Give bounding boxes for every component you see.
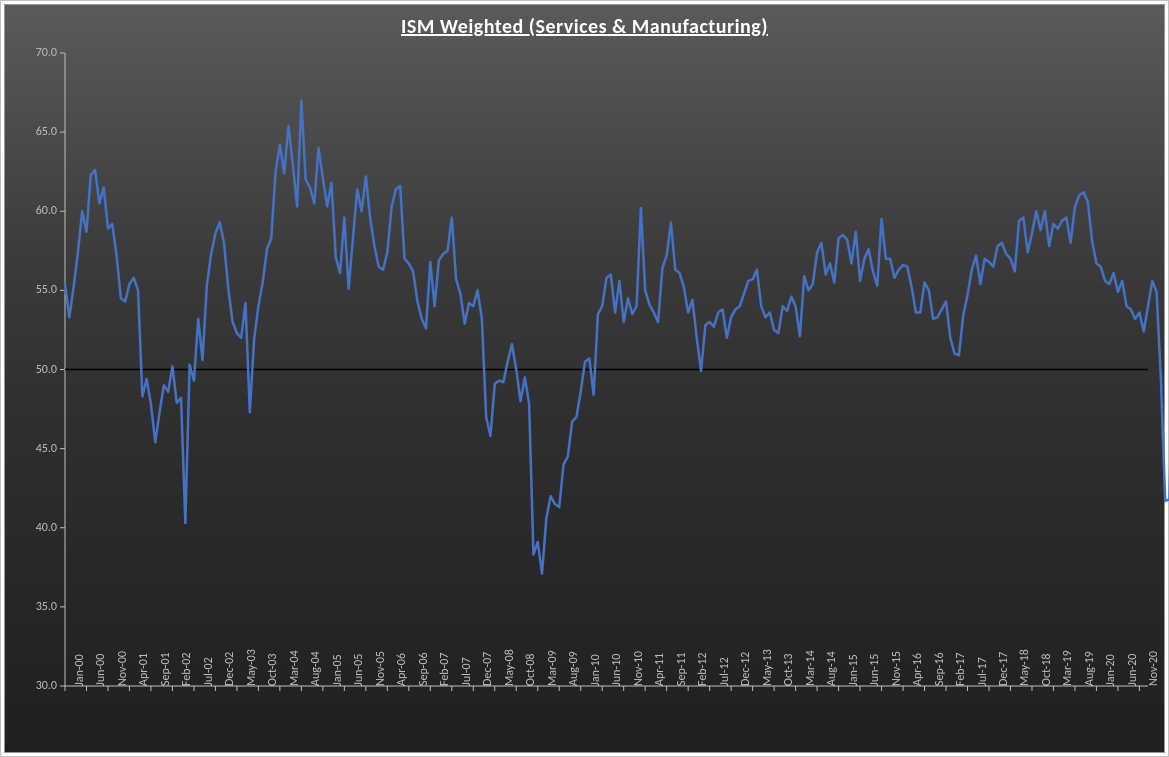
y-tick-label: 45.0 <box>36 442 65 456</box>
x-tick-label: Jan-00 <box>67 654 87 686</box>
x-tick-label: Sep-11 <box>669 652 689 686</box>
y-tick-label: 65.0 <box>36 125 65 139</box>
x-tick-label: Jun-15 <box>862 654 882 686</box>
x-tick-label: May-13 <box>755 649 775 686</box>
x-tick-label: Nov-10 <box>626 651 646 686</box>
x-tick-label: Dec-17 <box>991 652 1011 686</box>
y-tick-label: 60.0 <box>36 204 65 218</box>
x-tick-label: May-18 <box>1012 649 1032 686</box>
x-tick-label: Oct-18 <box>1034 653 1054 686</box>
x-tick-label: Aug-14 <box>819 651 839 686</box>
x-tick-label: Jun-00 <box>88 654 108 686</box>
x-tick-label: Oct-08 <box>518 653 538 686</box>
x-tick-label: Jul-17 <box>970 657 990 686</box>
y-tick-label: 55.0 <box>36 283 65 297</box>
x-tick-label: Sep-06 <box>411 652 431 686</box>
x-tick-label: Jul-07 <box>454 657 474 686</box>
series-ism-weighted <box>65 100 1169 573</box>
x-tick-label: Feb-07 <box>432 653 452 686</box>
x-tick-label: Apr-01 <box>131 653 151 686</box>
x-tick-label: Nov-00 <box>110 651 130 686</box>
x-tick-label: Sep-16 <box>927 652 947 686</box>
chart-title: ISM Weighted (Services & Manufacturing) <box>5 15 1164 39</box>
x-tick-label: Aug-09 <box>561 651 581 686</box>
x-tick-label: Dec-02 <box>217 652 237 686</box>
x-tick-label: Dec-12 <box>733 652 753 686</box>
x-tick-label: Aug-19 <box>1077 651 1097 686</box>
x-tick-label: Jan-10 <box>583 654 603 686</box>
x-tick-label: Jan-05 <box>325 654 345 686</box>
x-tick-label: Aug-04 <box>303 651 323 686</box>
x-tick-label: Jun-20 <box>1120 654 1140 686</box>
y-tick-label: 50.0 <box>36 363 65 377</box>
x-tick-label: Oct-03 <box>260 653 280 686</box>
x-tick-label: Mar-09 <box>540 650 560 686</box>
x-tick-label: Feb-17 <box>948 653 968 686</box>
x-tick-label: Jan-15 <box>841 654 861 686</box>
y-tick-label: 35.0 <box>36 600 65 614</box>
x-tick-label: Mar-14 <box>798 650 818 686</box>
x-tick-label: Mar-19 <box>1055 650 1075 686</box>
x-tick-label: Apr-16 <box>905 653 925 686</box>
y-tick-label: 40.0 <box>36 521 65 535</box>
x-tick-label: Jun-10 <box>604 654 624 686</box>
x-tick-label: Apr-11 <box>647 653 667 686</box>
chart-container: ISM Weighted (Services & Manufacturing) … <box>4 4 1165 753</box>
x-tick-label: May-08 <box>497 649 517 686</box>
x-tick-label: Jun-05 <box>346 654 366 686</box>
x-tick-label: Oct-13 <box>776 653 796 686</box>
x-tick-label: Apr-06 <box>389 653 409 686</box>
x-tick-label: Jul-12 <box>712 657 732 686</box>
spreadsheet-chart-frame: ISM Weighted (Services & Manufacturing) … <box>0 0 1169 757</box>
x-tick-label: Mar-04 <box>282 650 302 686</box>
y-tick-label: 70.0 <box>36 46 65 60</box>
x-tick-label: Jan-20 <box>1098 654 1118 686</box>
x-tick-label: Jul-02 <box>196 657 216 686</box>
x-tick-label: Sep-01 <box>153 652 173 686</box>
y-tick-label: 30.0 <box>36 679 65 693</box>
x-tick-label: Nov-20 <box>1141 651 1161 686</box>
x-tick-label: Nov-05 <box>368 651 388 686</box>
x-tick-label: Feb-02 <box>174 653 194 686</box>
plot-area: 30.035.040.045.050.055.060.065.070.0Jan-… <box>65 53 1148 686</box>
x-tick-label: Dec-07 <box>475 652 495 686</box>
x-tick-label: Nov-15 <box>884 651 904 686</box>
x-tick-label: May-03 <box>239 649 259 686</box>
x-tick-label: Feb-12 <box>690 653 710 686</box>
line-chart-svg <box>65 53 1148 686</box>
